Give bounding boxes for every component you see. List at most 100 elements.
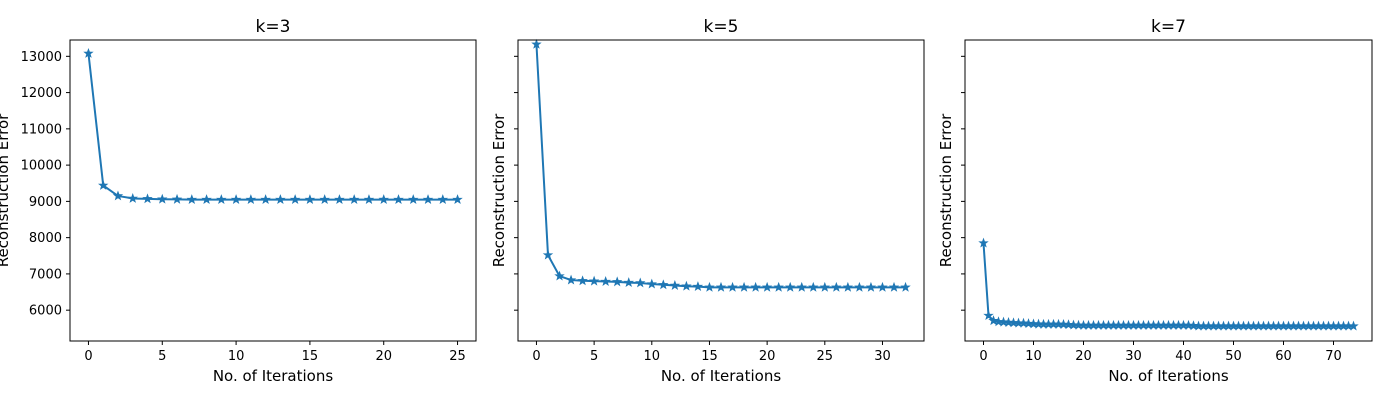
data-point-star	[588, 275, 600, 286]
data-point-star	[275, 194, 286, 204]
y-axis-label: Reconstruction Error	[937, 113, 955, 267]
x-tick-label: 5	[158, 349, 166, 364]
data-point-star	[378, 194, 389, 204]
data-point-star	[819, 281, 831, 292]
x-axis-label: No. of Iterations	[213, 367, 334, 385]
data-point-star	[408, 194, 419, 204]
data-point-star	[681, 280, 692, 291]
data-point-star	[842, 281, 854, 292]
x-tick-label: 0	[84, 349, 92, 364]
chart-title: k=5	[704, 17, 739, 37]
y-tick-label: 12000	[21, 86, 62, 101]
x-tick-label: 0	[532, 349, 540, 364]
data-point-star	[623, 277, 634, 288]
data-point-star	[201, 194, 212, 204]
data-point-star	[1003, 317, 1014, 327]
data-point-star	[865, 281, 877, 292]
data-point-star	[304, 194, 316, 204]
data-point-star	[554, 270, 565, 281]
x-tick-label: 10	[228, 349, 245, 364]
chart-panel-k3: k=3 0 5 10 15 20 25 6000 7000 8000 9000 10000 11000 1…	[0, 17, 477, 385]
x-tick-label: 10	[644, 349, 661, 364]
chart-title: k=7	[1151, 17, 1186, 37]
x-tick-label: 40	[1175, 349, 1192, 364]
data-point-star	[577, 275, 588, 286]
x-tick-label: 30	[874, 349, 891, 364]
data-point-star	[452, 194, 463, 204]
data-point-star	[1183, 319, 1194, 330]
data-point-star	[542, 249, 554, 260]
data-point-star	[1023, 318, 1034, 329]
data-point-star	[611, 276, 623, 287]
data-point-star	[334, 194, 345, 204]
x-tick-label: 10	[1025, 349, 1042, 364]
y-tick-label: 9000	[29, 195, 62, 210]
data-point-star	[157, 193, 168, 204]
x-tick-label: 60	[1275, 349, 1292, 364]
data-point-star	[1348, 320, 1359, 331]
series-line	[87, 53, 458, 201]
x-tick-label: 50	[1225, 349, 1242, 364]
data-point-star	[260, 194, 271, 204]
data-point-star	[988, 315, 999, 326]
data-point-star	[978, 237, 989, 248]
data-point-star	[715, 281, 727, 292]
data-point-star	[422, 194, 434, 204]
x-axis-label: No. of Iterations	[661, 367, 782, 385]
data-point-star	[319, 194, 330, 204]
y-tick-label: 13000	[21, 50, 62, 65]
data-point-star	[127, 193, 138, 203]
x-tick-label: 5	[590, 349, 598, 364]
data-point-star	[171, 193, 183, 204]
plot-frame	[69, 39, 477, 342]
data-point-star	[1188, 320, 1199, 331]
x-tick-label: 70	[1325, 349, 1342, 364]
data-point-star	[831, 281, 842, 292]
y-tick-label: 11000	[21, 122, 62, 137]
data-point-star	[998, 316, 1009, 327]
data-point-star	[761, 281, 773, 292]
series-line	[535, 44, 906, 289]
y-tick-label: 10000	[21, 159, 62, 174]
x-tick-label: 0	[979, 349, 987, 364]
data-point-star	[393, 194, 404, 204]
data-point-star	[658, 279, 669, 290]
data-point-star	[565, 274, 577, 285]
data-point-star	[669, 280, 681, 290]
x-axis-label: No. of Iterations	[1108, 367, 1229, 385]
data-point-star	[186, 194, 198, 204]
x-tick-label: 25	[817, 349, 834, 364]
x-tick-label: 20	[375, 349, 392, 364]
data-point-star	[230, 194, 242, 204]
data-point-star	[727, 281, 738, 292]
data-point-star	[1018, 317, 1029, 328]
y-tick-label: 8000	[29, 231, 62, 246]
data-point-star	[245, 194, 257, 204]
chart-panel-k5: k=5 0 5 10 15 20 25 30 No. of Iterations Reconstr…	[490, 17, 925, 385]
y-tick-label: 7000	[29, 267, 62, 282]
data-point-star	[635, 277, 646, 288]
x-tick-label: 20	[759, 349, 776, 364]
y-tick-label: 6000	[29, 304, 62, 319]
data-point-star	[888, 281, 900, 292]
data-point-star	[796, 281, 807, 292]
data-point-star	[98, 179, 109, 190]
data-point-star	[142, 193, 153, 204]
data-point-star	[363, 194, 375, 204]
data-point-star	[750, 281, 761, 292]
data-point-star	[993, 316, 1004, 327]
data-point-star	[692, 281, 704, 292]
data-point-star	[646, 278, 658, 289]
data-point-star	[83, 47, 94, 58]
data-point-star	[348, 194, 360, 204]
data-point-star	[854, 281, 865, 292]
data-point-star	[877, 281, 888, 292]
plot-frame	[964, 39, 1373, 342]
data-point-star	[600, 276, 611, 286]
data-point-star	[784, 281, 796, 292]
data-point-star	[216, 194, 227, 204]
data-point-star	[289, 194, 301, 204]
data-point-star	[704, 281, 715, 292]
chart-title: k=3	[256, 17, 291, 37]
